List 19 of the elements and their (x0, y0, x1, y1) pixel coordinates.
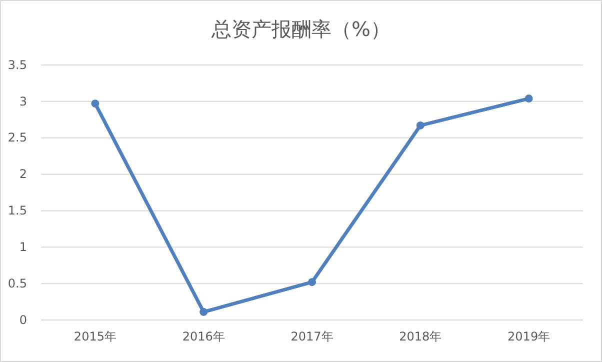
y-tick-label: 3.5 (8, 58, 27, 72)
x-tick-label: 2019年 (508, 330, 550, 344)
x-tick-label: 2018年 (399, 330, 442, 344)
chart-title: 总资产报酬率（%） (210, 17, 391, 41)
y-tick-label: 1.5 (8, 204, 27, 218)
point (524, 94, 533, 102)
point (91, 100, 100, 108)
y-tick-label: 2.5 (8, 130, 27, 145)
y-tick-label: 0.5 (8, 276, 27, 290)
y-tick-label: 0 (19, 312, 27, 327)
y-tick-label: 2 (19, 167, 27, 182)
point (200, 308, 208, 316)
y-tick-label: 1 (19, 240, 27, 254)
x-tick-label: 2015年 (74, 330, 116, 344)
x-tick-label: 2016年 (182, 330, 225, 344)
y-tick-label: 3 (19, 94, 27, 108)
point (416, 121, 424, 130)
x-tick-label: 2017年 (290, 330, 334, 344)
point (308, 278, 316, 286)
